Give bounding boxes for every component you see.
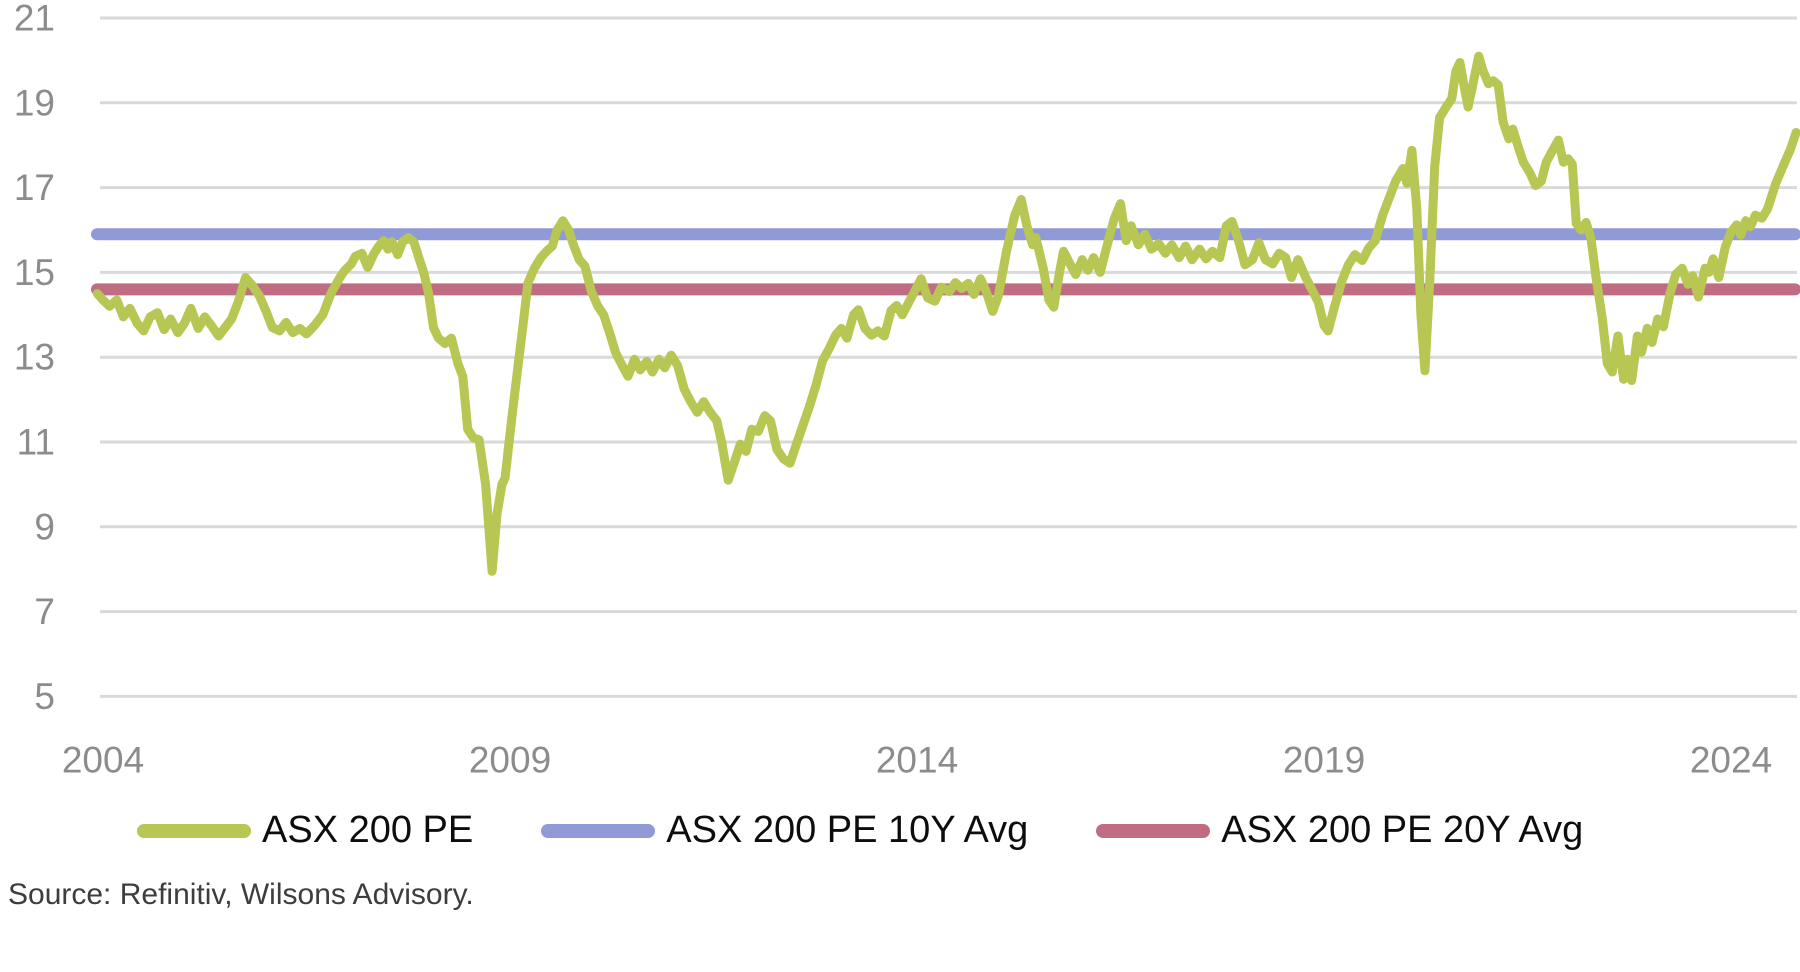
legend-item-10y-avg: ASX 200 PE 10Y Avg <box>541 809 1029 852</box>
legend-label-10y-avg: ASX 200 PE 10Y Avg <box>666 809 1029 851</box>
legend-swatch-10y-avg <box>541 823 656 838</box>
legend: ASX 200 PE ASX 200 PE 10Y Avg ASX 200 PE… <box>137 809 1800 852</box>
y-tick-label: 9 <box>34 506 55 547</box>
y-tick-label: 5 <box>34 676 55 717</box>
y-tick-label: 13 <box>14 337 55 378</box>
legend-swatch-asx200-pe <box>137 823 251 838</box>
y-tick-label: 21 <box>14 0 55 39</box>
asx200-pe-chart: 5 7 9 11 13 15 17 19 21 2004 2009 2014 2019 2024 <box>14 0 1800 781</box>
legend-label-asx200-pe: ASX 200 PE <box>262 809 474 851</box>
y-tick-label: 7 <box>34 591 55 632</box>
x-tick-label: 2024 <box>1690 740 1772 781</box>
asx-200-pe-line <box>92 51 1800 576</box>
y-tick-label: 19 <box>14 82 55 123</box>
legend-swatch-20y-avg <box>1096 823 1211 838</box>
x-tick-label: 2019 <box>1283 740 1365 781</box>
y-tick-label: 11 <box>17 422 55 463</box>
x-tick-label: 2004 <box>62 740 144 781</box>
y-tick-label: 15 <box>14 252 55 293</box>
legend-label-20y-avg: ASX 200 PE 20Y Avg <box>1221 809 1584 851</box>
source-note: Source: Refinitiv, Wilsons Advisory. <box>8 877 474 911</box>
x-tick-label: 2014 <box>876 740 958 781</box>
y-tick-label: 17 <box>14 167 55 208</box>
legend-item-20y-avg: ASX 200 PE 20Y Avg <box>1096 809 1584 852</box>
legend-item-asx200-pe: ASX 200 PE <box>137 809 474 852</box>
x-tick-label: 2009 <box>469 740 551 781</box>
